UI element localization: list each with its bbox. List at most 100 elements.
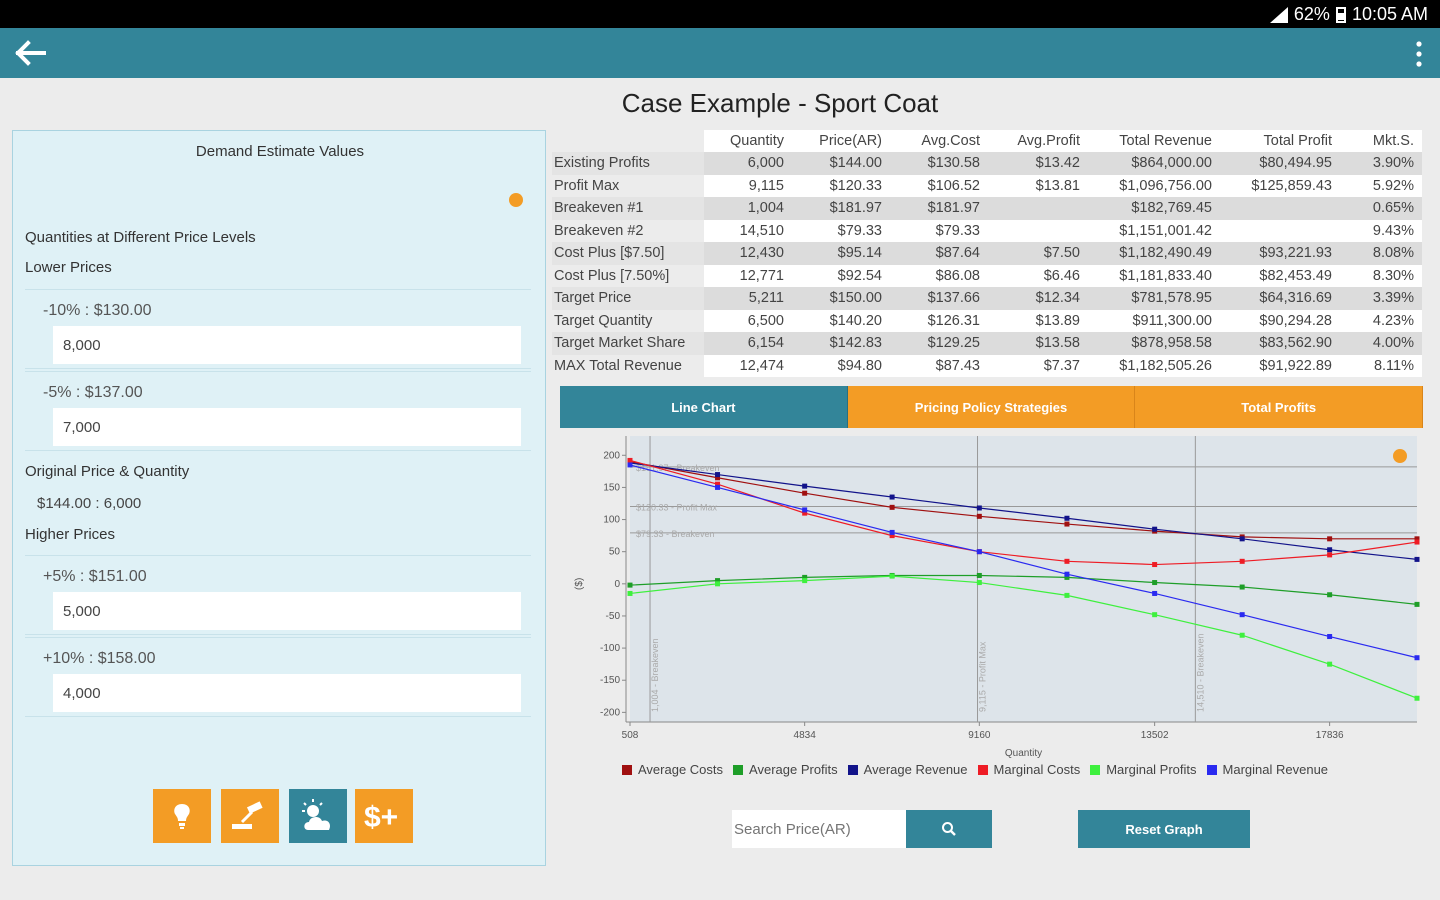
column-header: Total Profit: [1220, 130, 1340, 152]
tab-total-profits[interactable]: Total Profits: [1135, 386, 1424, 428]
price-level-label: +10% : $158.00: [43, 650, 156, 667]
data-point: [1064, 515, 1070, 521]
x-tick-label: 508: [622, 730, 639, 741]
quantity-input-plus-5[interactable]: [53, 592, 521, 630]
table-cell: $79.33: [792, 219, 890, 242]
table-cell: $129.25: [890, 332, 988, 355]
data-point: [1414, 539, 1420, 545]
pricing-results-table: Quantity Price(AR) Avg.Cost Avg.Profit T…: [552, 130, 1422, 377]
legend-swatch: [622, 764, 632, 775]
data-point: [1239, 612, 1245, 618]
table-cell: $7.37: [988, 354, 1088, 377]
legend-label: Average Profits: [749, 762, 838, 777]
page-title: Case Example - Sport Coat: [0, 88, 1440, 119]
lightbulb-icon: [174, 804, 190, 829]
row-label: MAX Total Revenue: [552, 354, 704, 377]
table-cell: $87.43: [890, 354, 988, 377]
x-tick-label: 17836: [1316, 730, 1344, 741]
table-cell: $93,221.93: [1220, 242, 1340, 265]
row-label: Profit Max: [552, 174, 704, 197]
legend-label: Marginal Costs: [993, 762, 1081, 777]
reset-graph-button[interactable]: Reset Graph: [1078, 810, 1250, 848]
table-cell: $144.00: [792, 152, 890, 175]
search-price-input[interactable]: [732, 810, 906, 848]
table-cell: [988, 197, 1088, 220]
table-cell: $90,294.28: [1220, 309, 1340, 332]
quantity-input-minus-10[interactable]: [53, 326, 521, 364]
data-point: [715, 481, 721, 487]
table-cell: $142.83: [792, 332, 890, 355]
table-row[interactable]: Target Quantity 6,500 $140.20 $126.31 $13.89…: [552, 309, 1422, 332]
quantity-input-plus-10[interactable]: [53, 674, 521, 712]
table-cell: $130.58: [890, 152, 988, 175]
back-arrow-icon[interactable]: [14, 38, 48, 68]
data-point: [1152, 526, 1158, 532]
add-price-button[interactable]: $+: [355, 789, 413, 843]
price-level-row: -5% : $137.00: [25, 371, 531, 451]
row-label: Target Quantity: [552, 309, 704, 332]
data-point: [976, 505, 982, 511]
higher-prices-heading: Higher Prices: [25, 526, 116, 543]
table-cell: $13.58: [988, 332, 1088, 355]
table-cell: [1220, 197, 1340, 220]
legend-item: Average Costs: [622, 762, 723, 777]
search-button[interactable]: [906, 810, 992, 848]
status-bar: 62% 10:05 AM: [0, 0, 1440, 28]
column-header: Total Revenue: [1088, 130, 1220, 152]
table-row[interactable]: Breakeven #1 1,004 $181.97 $181.97 $182,769.…: [552, 197, 1422, 220]
price-level-row: +5% : $151.00: [25, 555, 531, 635]
table-cell: $12.34: [988, 287, 1088, 310]
data-point: [1239, 584, 1245, 590]
reference-label: $79.33 - Breakeven: [636, 529, 715, 539]
price-level-label: -5% : $137.00: [43, 384, 143, 401]
legend-swatch: [733, 764, 744, 775]
auction-button[interactable]: [221, 789, 279, 843]
data-point: [802, 578, 808, 584]
legend-swatch: [1090, 764, 1101, 775]
price-level-label: -10% : $130.00: [43, 302, 152, 319]
lightbulb-button[interactable]: [153, 789, 211, 843]
status-dot-icon: [509, 193, 523, 207]
data-point: [1152, 590, 1158, 596]
gavel-icon: [232, 801, 263, 829]
table-row[interactable]: Profit Max 9,115 $120.33 $106.52 $13.81 $1,09…: [552, 174, 1422, 197]
quantity-input-minus-5[interactable]: [53, 408, 521, 446]
table-cell: 9,115: [704, 174, 792, 197]
data-point: [976, 580, 982, 586]
data-point: [1327, 592, 1333, 598]
table-row[interactable]: Existing Profits 6,000 $144.00 $130.58 $13.4…: [552, 152, 1422, 175]
data-point: [627, 582, 633, 588]
chart-legend: Average Costs Average Profits Average Reve…: [622, 762, 1328, 777]
table-cell: $182,769.45: [1088, 197, 1220, 220]
tab-pricing-policy-strategies[interactable]: Pricing Policy Strategies: [847, 386, 1136, 428]
table-row[interactable]: Target Market Share 6,154 $142.83 $129.25 $1…: [552, 332, 1422, 355]
table-cell: $95.14: [792, 242, 890, 265]
data-point: [889, 529, 895, 535]
table-cell: $864,000.00: [1088, 152, 1220, 175]
table-cell: 4.00%: [1340, 332, 1422, 355]
table-header-row: Quantity Price(AR) Avg.Cost Avg.Profit T…: [552, 130, 1422, 152]
table-row[interactable]: Cost Plus [$7.50] 12,430 $95.14 $87.64 $7.50…: [552, 242, 1422, 265]
cloud-sun-icon: [302, 799, 331, 830]
overflow-menu-icon[interactable]: [1414, 40, 1424, 68]
table-cell: 5,211: [704, 287, 792, 310]
table-cell: $181.97: [792, 197, 890, 220]
data-point: [976, 572, 982, 578]
column-header: [552, 130, 704, 152]
weather-button[interactable]: [289, 789, 347, 843]
legend-item: Average Profits: [733, 762, 838, 777]
data-point: [1064, 574, 1070, 580]
data-point: [1414, 556, 1420, 562]
table-row[interactable]: Cost Plus [7.50%] 12,771 $92.54 $86.08 $6.46…: [552, 264, 1422, 287]
table-cell: $86.08: [890, 264, 988, 287]
data-point: [627, 462, 633, 468]
table-row[interactable]: MAX Total Revenue 12,474 $94.80 $87.43 $7.37…: [552, 354, 1422, 377]
table-row[interactable]: Breakeven #2 14,510 $79.33 $79.33 $1,151,001…: [552, 219, 1422, 242]
table-row[interactable]: Target Price 5,211 $150.00 $137.66 $12.34 $78…: [552, 287, 1422, 310]
data-point: [802, 574, 808, 580]
table-cell: $64,316.69: [1220, 287, 1340, 310]
legend-label: Marginal Revenue: [1222, 762, 1329, 777]
table-cell: 12,474: [704, 354, 792, 377]
tab-line-chart[interactable]: Line Chart: [560, 386, 848, 428]
original-heading: Original Price & Quantity: [25, 463, 190, 480]
